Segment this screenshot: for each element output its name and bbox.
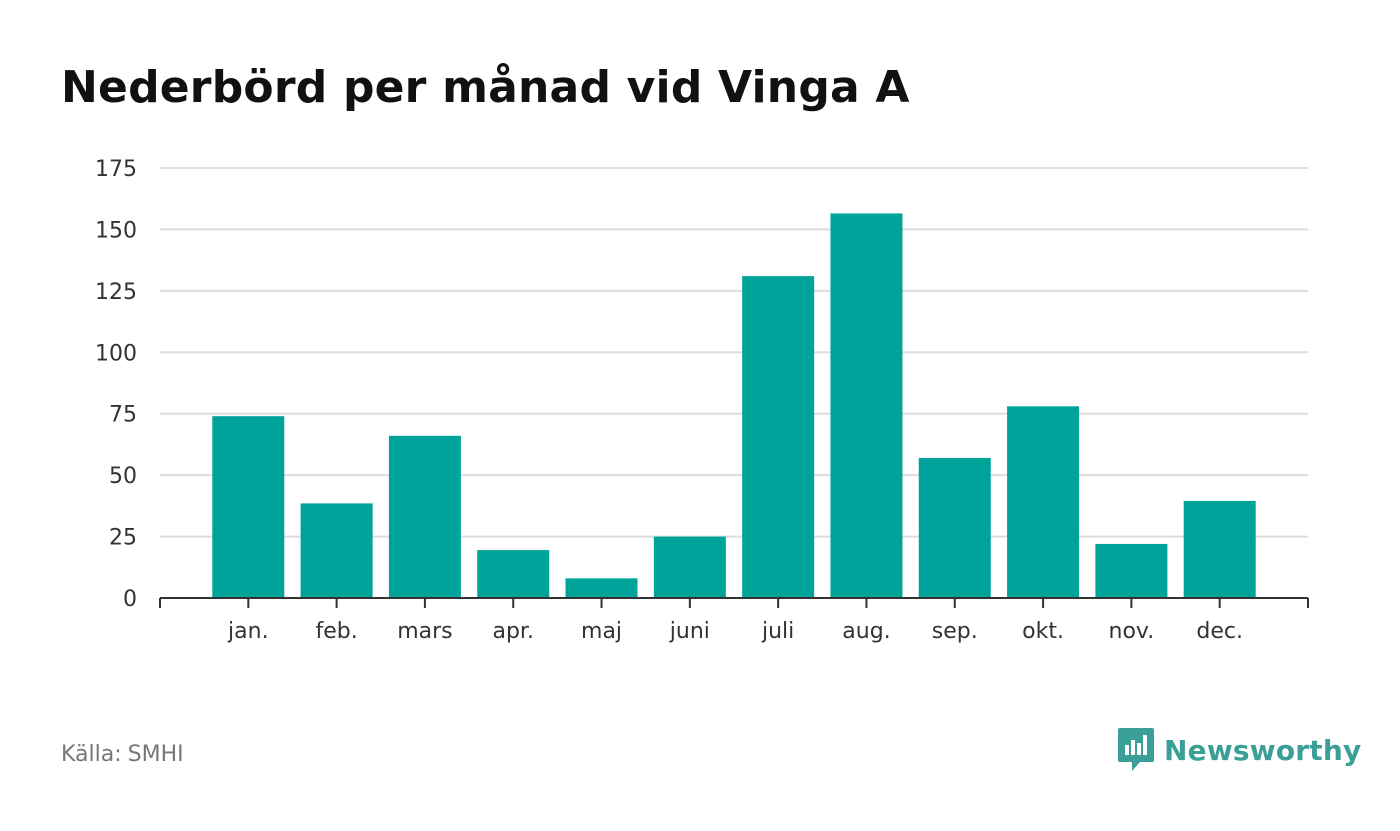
x-tick-label: dec. [1196,619,1243,644]
newsworthy-logo-icon [1118,728,1154,771]
bars [212,213,1256,598]
y-axis-tick-labels: 0 25 50 75 100 125 150 175 [95,157,137,612]
bar-jan [212,416,285,598]
x-tick-label: feb. [315,619,357,644]
y-tick-label: 50 [109,464,137,489]
x-tick-label: apr. [492,619,533,644]
y-tick-label: 75 [109,403,137,428]
y-tick-label: 175 [95,157,137,182]
bar-nov [1095,543,1168,598]
x-tick-label: jan. [227,619,269,644]
newsworthy-brand: Newsworthy [1118,727,1361,773]
bar-okt [1007,406,1080,598]
x-tick-label: maj [581,619,622,644]
brand-name: Newsworthy [1164,733,1362,767]
x-tick-label: okt. [1022,619,1064,644]
x-axis [159,597,1309,608]
x-tick-label: sep. [932,619,978,644]
bar-apr [477,550,550,598]
x-tick-label: mars [397,619,452,644]
x-tick-label: nov. [1109,619,1155,644]
source-value: SMHI [127,742,184,767]
x-tick-label: juli [761,619,794,644]
bar-maj [565,578,638,598]
bar-feb [300,503,373,598]
x-tick-label: juni [669,619,710,644]
y-tick-label: 25 [109,526,137,551]
y-tick-label: 125 [95,280,137,305]
y-tick-label: 0 [123,587,137,612]
x-tick-label: aug. [842,619,890,644]
x-axis-tick-labels: jan. feb. mars apr. maj juni juli aug. sep. okt. n… [227,619,1243,644]
grid-lines [160,167,1308,538]
source-label: Källa: [61,742,122,767]
source-note: Källa: SMHI [61,742,184,767]
bar-juli [742,276,815,598]
bar-dec [1183,500,1256,598]
chart-title: Nederbörd per månad vid Vinga A [61,62,910,113]
y-tick-label: 150 [95,218,137,243]
bar-sep [918,457,991,598]
y-tick-label: 100 [95,341,137,366]
bar-juni [653,536,726,598]
bar-mars [388,435,461,598]
bar-aug [830,213,903,598]
